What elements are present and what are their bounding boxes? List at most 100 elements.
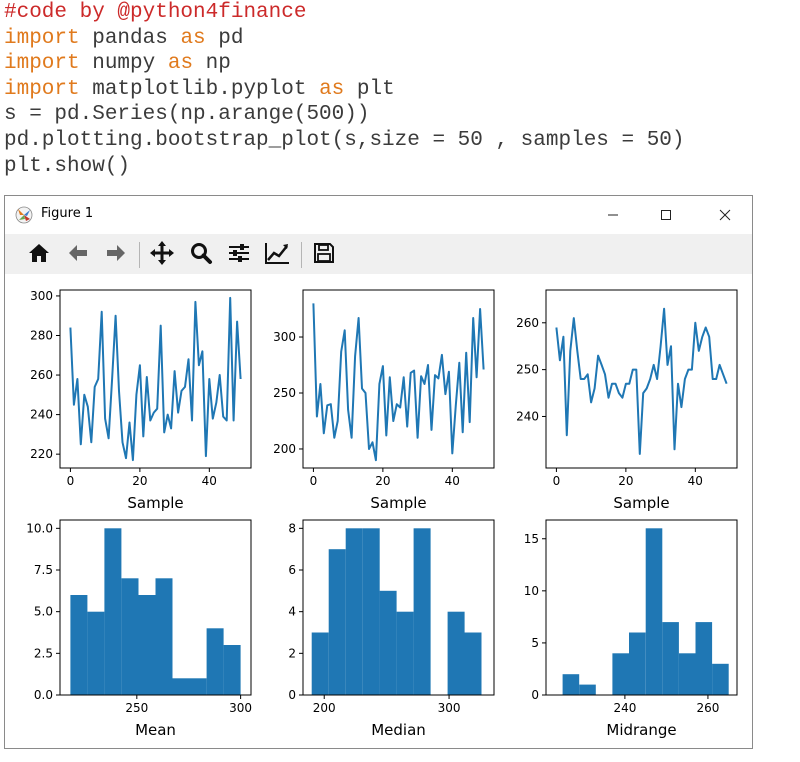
series-line xyxy=(555,307,728,455)
x-axis-label: Median xyxy=(371,721,426,739)
title-bar[interactable]: Figure 1 xyxy=(5,196,752,234)
x-tick-label: 300 xyxy=(229,701,252,715)
histogram-bar xyxy=(328,549,346,695)
y-tick-label: 10 xyxy=(524,584,539,598)
y-tick-label: 0 xyxy=(288,688,296,702)
histogram-bar xyxy=(645,528,663,695)
x-axis-label: Sample xyxy=(613,494,669,512)
toolbar xyxy=(5,234,752,274)
axes-frame xyxy=(302,289,495,469)
y-tick-label: 10.0 xyxy=(26,521,53,535)
histogram-bar xyxy=(172,678,190,695)
histogram-bar xyxy=(662,622,679,695)
code-snippet: #code by @python4finance import pandas as… xyxy=(4,0,794,179)
code-keyword: as xyxy=(319,77,345,101)
subplot-mean-4: 250 300 0.0 2.5 5.0 7.5 10.0 Mean xyxy=(26,519,252,739)
code-line: #code by @python4finance xyxy=(4,0,794,26)
code-keyword: as xyxy=(167,52,194,76)
x-tick-label: 200 xyxy=(313,701,336,715)
pan-button[interactable] xyxy=(148,241,176,269)
close-button[interactable] xyxy=(702,196,748,234)
x-tick-label: 40 xyxy=(445,474,460,488)
home-button[interactable] xyxy=(25,241,53,269)
back-button[interactable] xyxy=(64,241,92,269)
histogram-bar xyxy=(121,578,139,695)
y-tick-label: 220 xyxy=(30,447,53,461)
window-title: Figure 1 xyxy=(41,206,94,221)
x-tick-label: 40 xyxy=(688,474,703,488)
histogram-bar xyxy=(311,632,329,695)
save-button[interactable] xyxy=(310,241,338,269)
maximize-button[interactable] xyxy=(643,196,689,234)
histogram-bar xyxy=(206,628,224,695)
forward-button[interactable] xyxy=(102,241,130,269)
histogram-bar xyxy=(70,595,88,695)
code-text: np xyxy=(193,52,231,76)
axes-button[interactable] xyxy=(263,241,291,269)
histogram-bar xyxy=(87,611,105,695)
histogram-bar xyxy=(695,622,713,695)
x-tick-label: 20 xyxy=(375,474,390,488)
y-tick-label: 15 xyxy=(524,532,539,546)
maximize-icon xyxy=(660,206,672,225)
x-tick-label: 20 xyxy=(618,474,633,488)
x-tick-label: 20 xyxy=(132,474,147,488)
code-line: plt.show() xyxy=(4,154,794,180)
y-tick-label: 6 xyxy=(288,563,296,577)
move-icon xyxy=(149,240,175,270)
histogram-bar xyxy=(447,611,465,695)
axes-frame xyxy=(59,289,252,469)
code-line: pd.plotting.bootstrap_plot(s,size = 50 ,… xyxy=(4,128,794,154)
y-tick-label: 5 xyxy=(531,636,539,650)
y-tick-label: 300 xyxy=(30,289,53,303)
y-tick-label: 300 xyxy=(273,330,296,344)
histogram-bar xyxy=(138,595,156,695)
subplots-button[interactable] xyxy=(225,241,253,269)
code-line: import numpy as np xyxy=(4,51,794,77)
minimize-button[interactable] xyxy=(590,196,636,234)
y-tick-label: 240 xyxy=(30,408,53,422)
subplot-midrange-6: 240 260 0 5 10 15 Midrange xyxy=(524,519,738,739)
x-tick-label: 40 xyxy=(202,474,217,488)
x-axis-label: Sample xyxy=(127,494,183,512)
x-axis-label: Mean xyxy=(135,721,176,739)
code-line: import pandas as pd xyxy=(4,26,794,52)
x-axis-label: Midrange xyxy=(606,721,676,739)
figure-canvas[interactable]: 0 20 40 220 240 260 280 300 Sample 0 20 40 200 250 300… xyxy=(5,274,752,748)
axes-frame xyxy=(59,519,252,696)
histogram-bar xyxy=(104,528,122,695)
histogram-bar xyxy=(712,663,729,696)
code-text: pd xyxy=(205,26,244,50)
x-axis-label: Sample xyxy=(370,494,426,512)
y-tick-label: 0.0 xyxy=(34,688,53,702)
y-tick-label: 240 xyxy=(516,409,539,423)
histogram-bar xyxy=(189,678,207,695)
histogram-bar xyxy=(223,645,241,695)
zoom-button[interactable] xyxy=(187,241,215,269)
x-tick-label: 240 xyxy=(613,701,636,715)
toolbar-separator xyxy=(301,242,302,268)
histogram-bar xyxy=(612,653,629,695)
y-tick-label: 250 xyxy=(516,363,539,377)
x-tick-label: 300 xyxy=(438,701,461,715)
close-icon xyxy=(719,206,731,225)
sliders-icon xyxy=(227,241,251,269)
matplotlib-icon xyxy=(15,206,33,228)
histogram-bar xyxy=(562,674,580,695)
histogram-bar xyxy=(464,632,482,695)
code-keyword: as xyxy=(180,26,206,50)
x-tick-label: 0 xyxy=(67,474,75,488)
y-tick-label: 260 xyxy=(30,368,53,382)
series-line xyxy=(312,303,485,462)
arrow-left-icon xyxy=(66,241,90,269)
y-tick-label: 8 xyxy=(288,521,296,535)
minimize-icon xyxy=(607,206,619,225)
histogram-bar xyxy=(413,528,431,695)
code-text: numpy xyxy=(79,52,168,76)
subplot-sample-2: 0 20 40 200 250 300 Sample xyxy=(273,289,495,512)
y-tick-label: 0 xyxy=(531,688,539,702)
histogram-bar xyxy=(579,684,596,695)
axes-frame xyxy=(545,289,738,469)
histogram-bar xyxy=(396,611,414,695)
